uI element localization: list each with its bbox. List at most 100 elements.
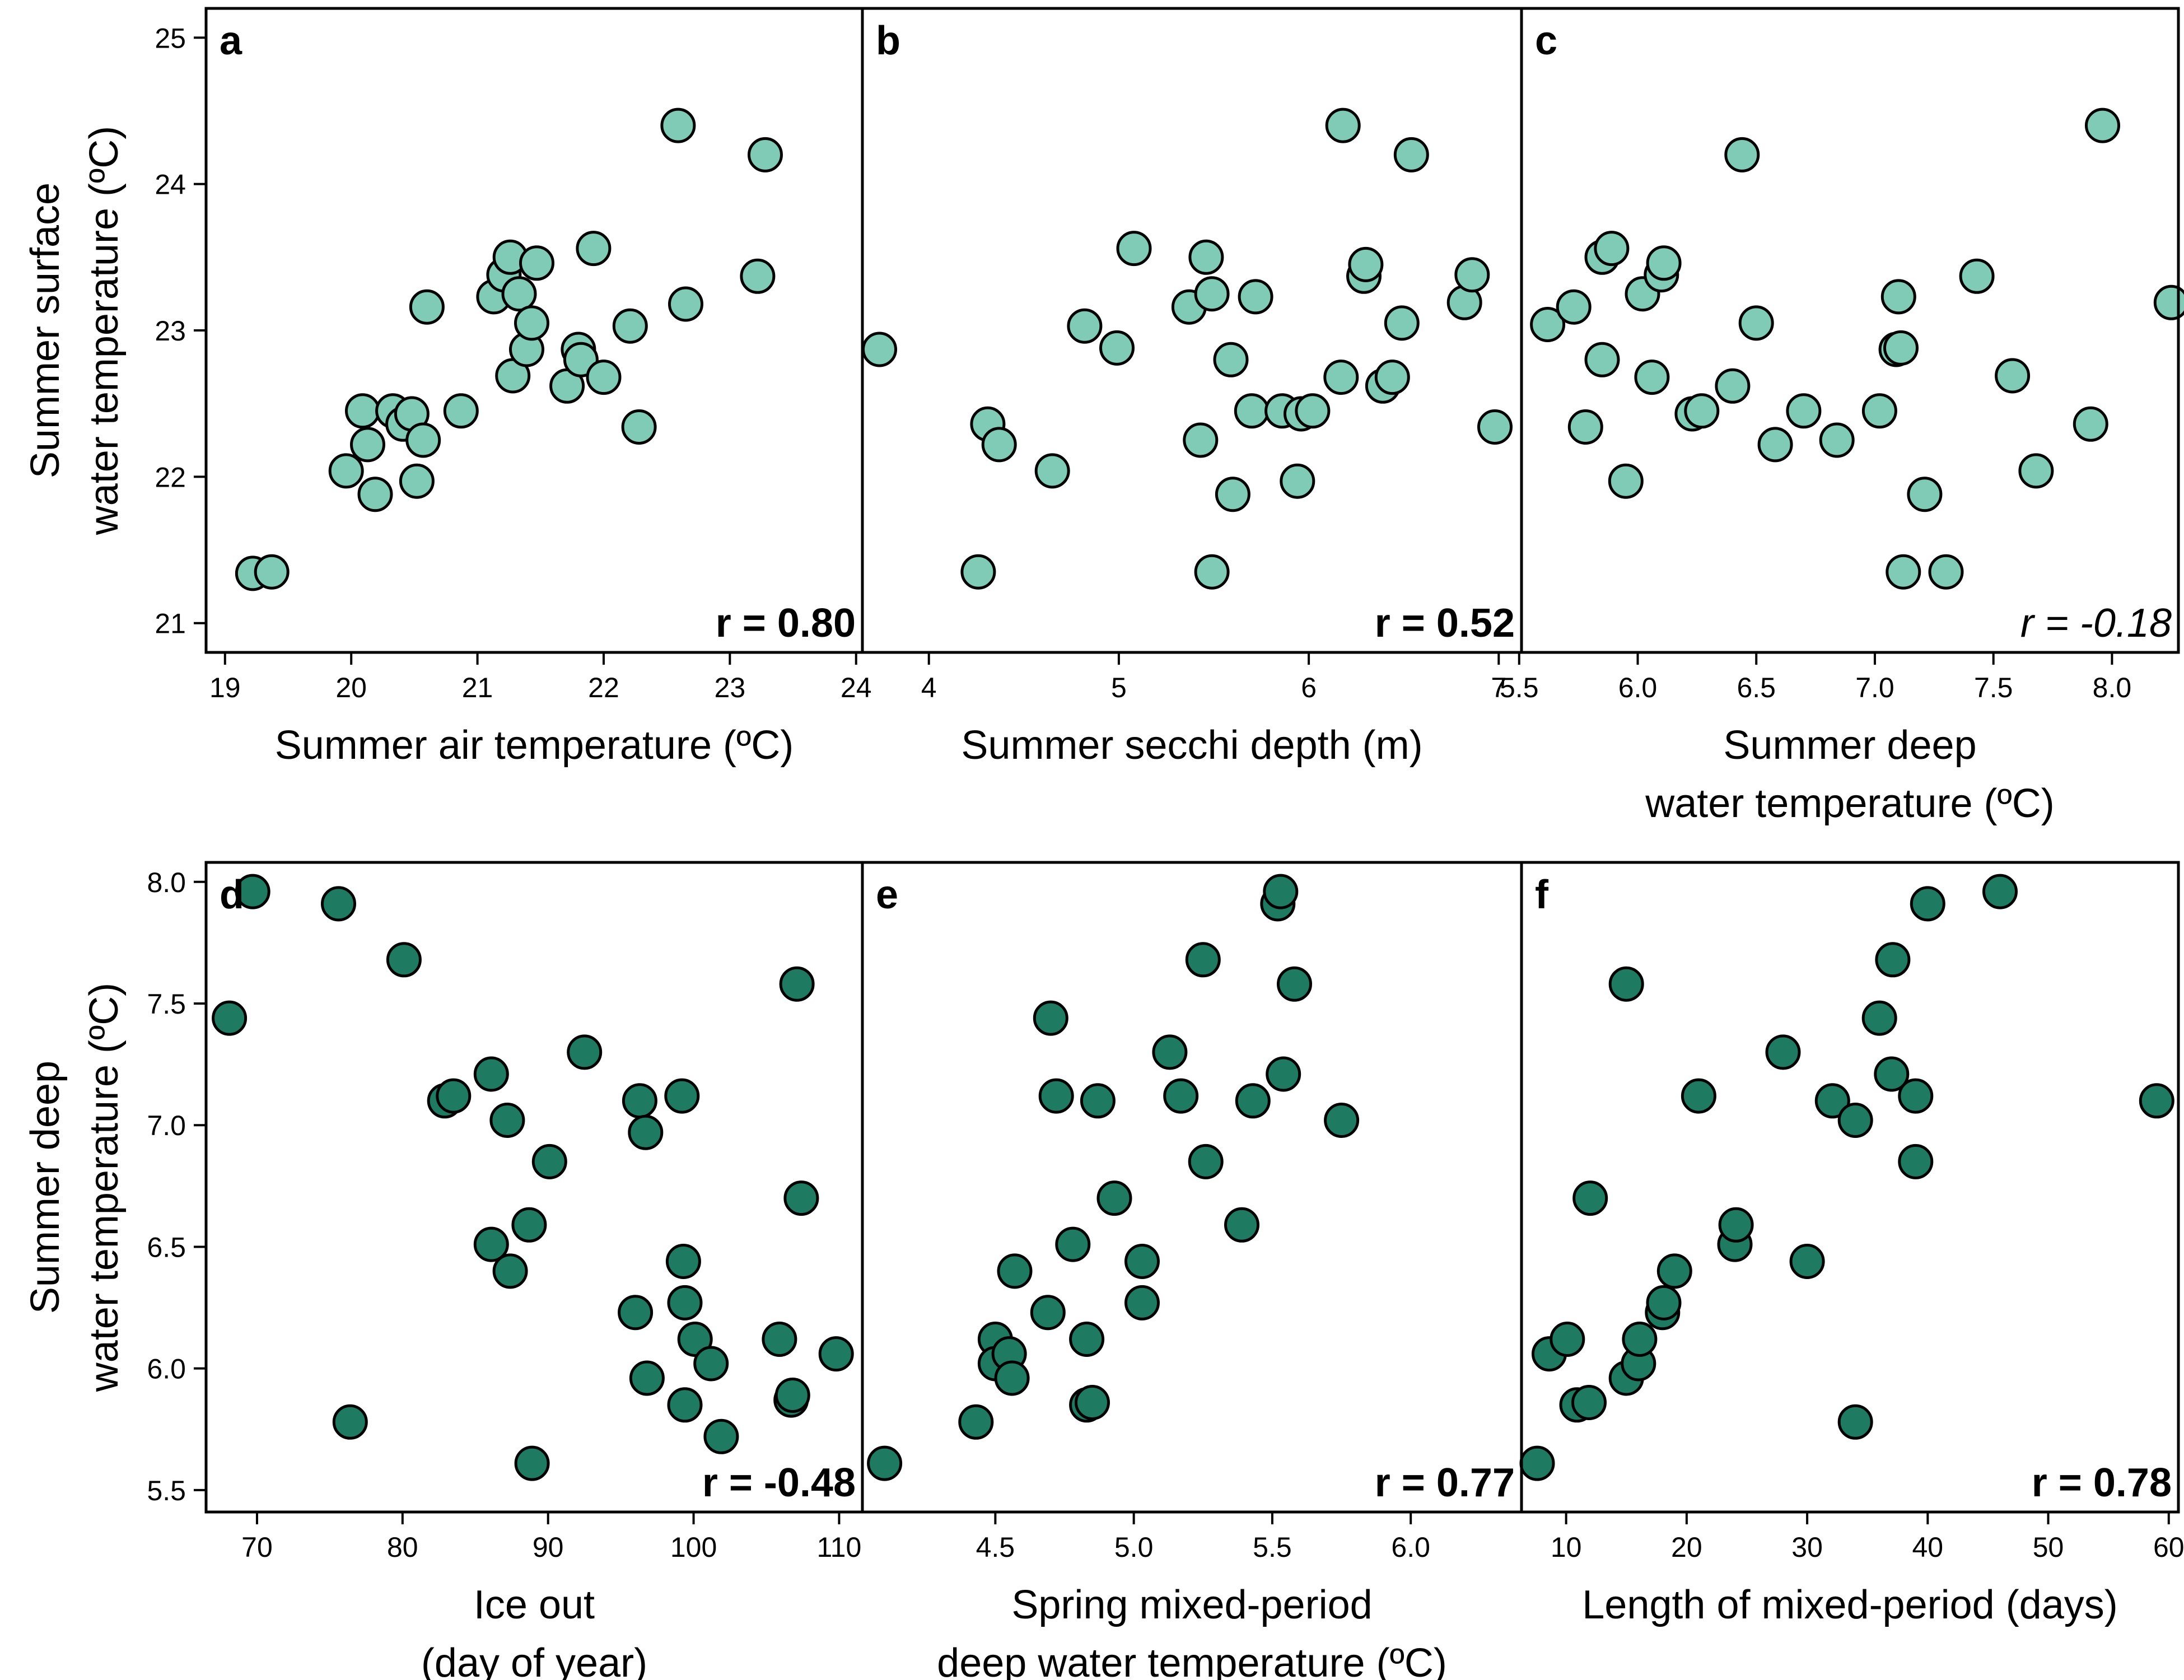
x-tick-label: 5.5 <box>1500 672 1539 703</box>
y-tick-label: 25 <box>155 22 186 54</box>
data-point <box>254 554 290 590</box>
data-point <box>668 286 703 322</box>
data-point <box>1055 1226 1091 1262</box>
data-point <box>748 137 783 172</box>
data-point <box>618 1295 654 1331</box>
data-point <box>1789 1244 1825 1279</box>
panel-f: f r = 0.78 10 20 30 40 50 60 Length of mixed-per… <box>1519 861 2184 1627</box>
x-tick-label: 7.0 <box>1855 672 1894 703</box>
data-point <box>586 360 622 395</box>
data-point <box>1323 360 1359 395</box>
data-point <box>1096 1180 1132 1216</box>
x-tick-label: 10 <box>1551 1532 1582 1563</box>
x-axis-title: Spring mixed-period <box>1011 1583 1372 1627</box>
x-axis-title: Ice out <box>474 1583 595 1627</box>
panel-frame <box>1520 861 2180 1514</box>
data-point <box>862 332 897 367</box>
data-point <box>489 1103 525 1138</box>
x-tick-label: 19 <box>209 672 241 703</box>
y-axis-title: water temperature (ºC) <box>82 126 127 536</box>
y-axis-title: Summer surface <box>23 183 68 478</box>
data-point <box>436 1078 472 1114</box>
x-tick-label: 60 <box>2153 1532 2184 1563</box>
data-point <box>1185 942 1221 978</box>
data-point <box>1374 360 1410 395</box>
data-point <box>519 245 554 281</box>
data-point <box>1715 368 1751 404</box>
panel-b: b r = 0.52 4 5 6 7 Summer secchi depth (m) <box>861 7 1523 768</box>
data-point <box>1325 108 1361 143</box>
data-point <box>501 276 537 312</box>
data-point <box>1959 258 1995 294</box>
data-point <box>1213 342 1249 377</box>
correlation-label: r = 0.80 <box>716 601 856 646</box>
data-point <box>667 1387 703 1423</box>
data-point <box>665 1244 701 1279</box>
data-point <box>409 289 445 325</box>
data-point <box>1681 1078 1716 1114</box>
data-point <box>328 453 364 489</box>
data-point <box>1266 1056 1301 1092</box>
panel-letter: f <box>1535 872 1549 917</box>
data-point <box>492 1253 528 1289</box>
data-point <box>576 231 612 267</box>
data-point <box>1883 330 1919 366</box>
data-point <box>677 1322 713 1357</box>
data-point <box>1738 305 1774 341</box>
data-point <box>1572 1180 1608 1216</box>
data-point <box>1646 1285 1682 1320</box>
data-point <box>1757 427 1793 463</box>
data-point <box>783 1180 819 1216</box>
data-point <box>1348 246 1384 282</box>
x-tick-label: 8.0 <box>2093 672 2132 703</box>
y-tick-label: 8.0 <box>147 867 186 898</box>
data-point <box>332 1404 368 1440</box>
data-point <box>1837 1103 1873 1138</box>
y-tick-label: 23 <box>155 315 186 347</box>
x-tick-label: 4 <box>921 672 937 703</box>
data-point <box>1594 231 1630 267</box>
data-point <box>2018 453 2054 489</box>
data-point <box>321 886 356 922</box>
data-point <box>622 1083 657 1119</box>
data-point <box>473 1226 509 1262</box>
data-point <box>1898 1144 1934 1179</box>
data-point <box>1124 1244 1160 1279</box>
correlation-label: r = -0.48 <box>702 1460 856 1505</box>
data-point <box>1982 874 2018 909</box>
data-point <box>1556 289 1592 325</box>
data-point <box>1235 1083 1271 1119</box>
data-point <box>514 305 549 341</box>
data-point <box>960 554 996 590</box>
data-point <box>1622 1322 1658 1357</box>
correlation-label: r = 0.78 <box>2032 1460 2172 1505</box>
data-point <box>1238 279 1273 315</box>
data-point <box>1928 554 1964 590</box>
x-tick-label: 6 <box>1301 672 1317 703</box>
x-tick-label: 50 <box>2033 1532 2064 1563</box>
data-point <box>1550 1322 1585 1357</box>
data-point <box>1033 1000 1068 1036</box>
panel-letter: a <box>220 18 242 63</box>
data-point <box>1038 1078 1074 1114</box>
x-tick-label: 7 <box>1491 672 1506 703</box>
data-point <box>235 874 270 909</box>
data-point <box>774 1378 810 1413</box>
data-point <box>514 1445 550 1481</box>
data-point <box>818 1336 854 1372</box>
data-point <box>1080 1083 1116 1119</box>
data-point <box>1519 1445 1555 1481</box>
data-point <box>779 966 815 1002</box>
data-point <box>1075 1385 1110 1420</box>
data-point <box>1819 422 1855 458</box>
data-point <box>1567 409 1603 445</box>
data-point <box>1030 1295 1066 1331</box>
x-axis-title: Summer air temperature (ºC) <box>275 723 794 768</box>
data-point <box>1194 276 1230 312</box>
panel-frame <box>1520 7 2180 654</box>
data-point <box>1188 239 1224 275</box>
data-point <box>1183 422 1219 458</box>
data-point <box>981 427 1017 463</box>
data-point <box>2139 1083 2174 1119</box>
data-point <box>1280 463 1315 499</box>
